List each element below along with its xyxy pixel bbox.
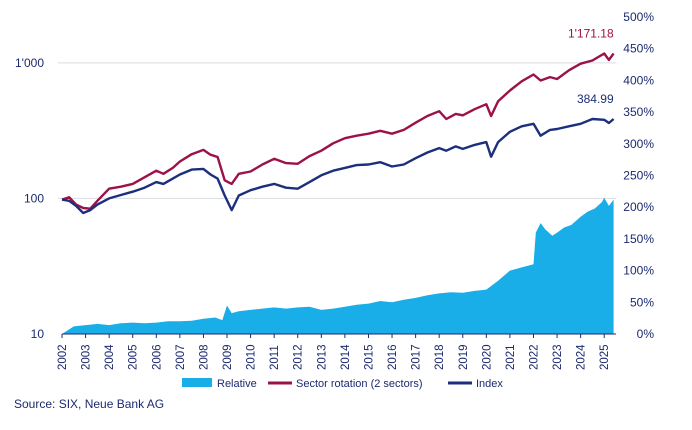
right-tick-label: 350% xyxy=(623,105,654,119)
end-labels: 1'171.18 384.99 xyxy=(568,27,614,107)
x-tick-label: 2011 xyxy=(269,345,281,370)
x-tick-label: 2024 xyxy=(576,344,588,370)
x-tick-label: 2025 xyxy=(599,344,611,370)
x-tick-label: 2004 xyxy=(104,344,116,370)
left-tick-label: 1'000 xyxy=(15,56,44,70)
series-line-index xyxy=(61,117,615,215)
x-tick-label: 2014 xyxy=(340,344,352,370)
right-tick-label: 400% xyxy=(623,73,654,87)
x-tick-label: 2015 xyxy=(363,344,375,370)
right-tick-label: 500% xyxy=(623,10,654,24)
x-tick-label: 2002 xyxy=(57,344,69,370)
left-tick-label: 10 xyxy=(31,327,45,341)
legend-label: Sector rotation (2 sectors) xyxy=(296,378,423,390)
series-area-relative xyxy=(62,197,614,334)
x-tick-label: 2006 xyxy=(151,344,163,370)
x-tick-label: 2010 xyxy=(246,344,258,370)
x-tick-label: 2022 xyxy=(528,344,540,370)
x-tick-label: 2017 xyxy=(411,344,423,370)
x-tick-label: 2021 xyxy=(505,344,517,370)
right-tick-label: 150% xyxy=(623,232,654,246)
x-tick-label: 2012 xyxy=(293,344,305,370)
x-tick-label: 2019 xyxy=(458,344,470,370)
legend: Relative Sector rotation (2 sectors) Index xyxy=(182,378,503,390)
x-tick-label: 2007 xyxy=(175,344,187,370)
right-tick-label: 0% xyxy=(637,327,655,341)
x-tick-label: 2005 xyxy=(128,344,140,370)
x-tick-label: 2008 xyxy=(198,344,210,370)
end-value-label: 1'171.18 xyxy=(568,27,614,41)
right-tick-label: 50% xyxy=(630,295,654,309)
series-line-sector-rotation xyxy=(61,52,615,210)
legend-label: Relative xyxy=(217,378,257,390)
x-tick-label: 2009 xyxy=(222,344,234,370)
end-value-label: 384.99 xyxy=(577,92,614,106)
left-tick-label: 100 xyxy=(24,191,44,205)
right-tick-label: 450% xyxy=(623,42,654,56)
gridlines xyxy=(58,62,616,199)
line-series-layer xyxy=(61,52,615,215)
x-tick-label: 2003 xyxy=(81,344,93,370)
right-tick-label: 200% xyxy=(623,200,654,214)
relative-area-layer xyxy=(62,197,614,334)
x-tick-label: 2016 xyxy=(387,344,399,370)
legend-label: Index xyxy=(476,378,503,390)
right-tick-label: 300% xyxy=(623,137,654,151)
x-tick-label: 2020 xyxy=(481,344,493,370)
right-tick-label: 250% xyxy=(623,169,654,183)
x-tick-label: 2023 xyxy=(552,344,564,370)
right-tick-label: 100% xyxy=(623,264,654,278)
legend-swatch-relative xyxy=(182,378,212,387)
x-tick-label: 2013 xyxy=(316,344,328,370)
axes: 10 100 1'000 0% 50% 100% 150% 200% 250% 300% 350% 4… xyxy=(15,10,654,370)
x-tick-label: 2018 xyxy=(434,344,446,370)
source-note: Source: SIX, Neue Bank AG xyxy=(14,397,165,411)
